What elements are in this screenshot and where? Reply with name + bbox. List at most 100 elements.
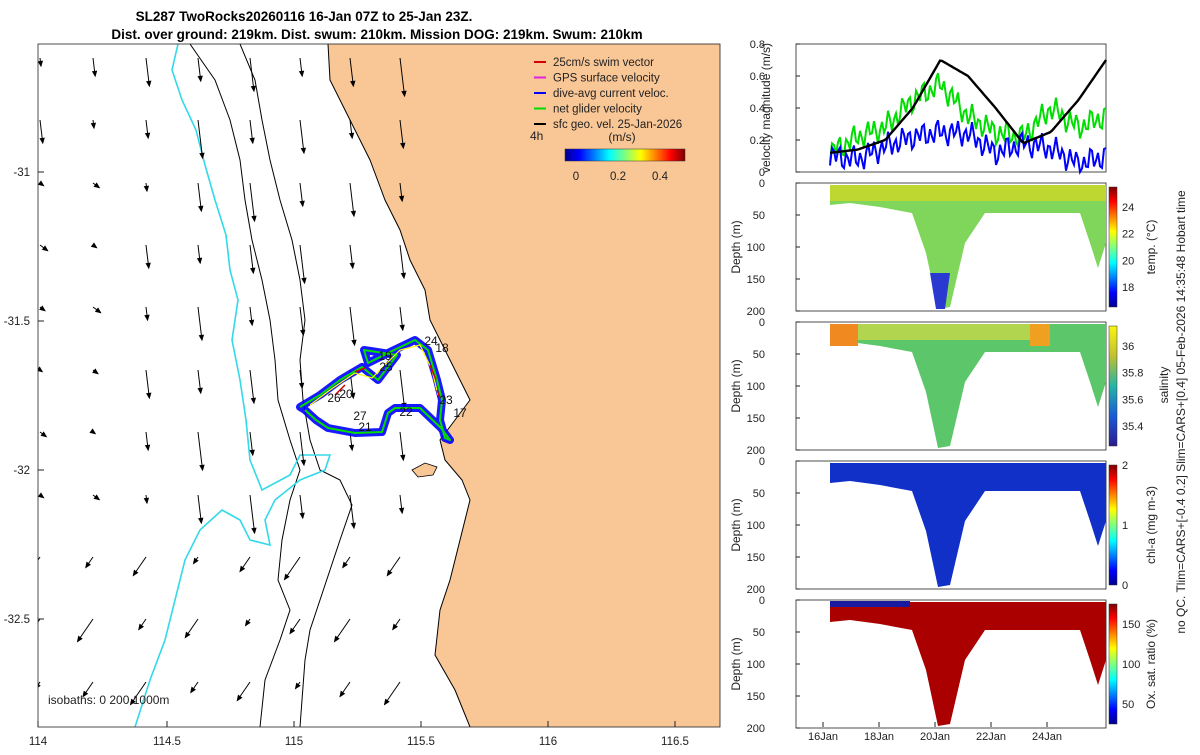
arrow-head: [250, 267, 256, 275]
section-ytick: 0: [759, 178, 765, 190]
section-data: [830, 602, 1106, 726]
arrow-head: [30, 629, 34, 634]
velocity-arrow: [249, 182, 256, 222]
arrow-head: [143, 497, 150, 505]
colorbar-tick: 0.4: [652, 171, 669, 183]
arrow-head: [144, 444, 151, 452]
land: [328, 44, 720, 727]
section-panel: 0 50 100 150 200 Depth (m) 50 100 150 Ox. sat. ra…: [729, 595, 1158, 735]
map-xtick-label: 116: [539, 736, 557, 748]
isobath-200: [239, 44, 353, 727]
arrow-head: [400, 272, 407, 280]
time-tick-label: 18Jan: [864, 731, 894, 743]
map-xtick-label: 116.5: [661, 736, 689, 748]
arrow-head: [350, 392, 356, 400]
velocity-arrow: [197, 306, 203, 341]
arrow-head: [89, 428, 97, 435]
colorbar-label: Ox. sat. ratio (%): [1144, 619, 1158, 709]
arrow-head: [298, 70, 305, 78]
velocity-arrow: [197, 431, 204, 471]
arrow-head: [85, 561, 91, 569]
velocity-arrow: [299, 431, 305, 466]
arrow-head: [198, 205, 204, 213]
velocity-panel: 0 0.2 0.4 0.6 0.8 velocity magnitude (m/s): [750, 39, 1107, 179]
colorbar-tick: 36: [1122, 341, 1134, 353]
day-label: 25: [379, 360, 393, 374]
time-tick-label: 24Jan: [1032, 731, 1062, 743]
velocity-ytick: 0.8: [750, 39, 765, 51]
arrow-head: [129, 698, 136, 706]
arrow-head: [40, 431, 48, 438]
velocity-series-line: [829, 119, 1107, 176]
velocity-arrow: [249, 369, 255, 404]
section-band: [830, 601, 910, 607]
colorbar-tick: 0: [573, 171, 579, 183]
colorbar-tick: 150: [1122, 619, 1140, 631]
section-band: [1030, 324, 1050, 346]
time-axis: 16Jan 18Jan 20Jan 22Jan 24Jan: [808, 722, 1062, 743]
arrow-head: [249, 449, 255, 457]
section-ylabel: Depth (m): [729, 220, 743, 273]
map-ytick-label: -31.5: [4, 316, 30, 328]
section-ytick: 150: [747, 413, 765, 425]
velocity-ytick: 0.2: [750, 135, 765, 147]
arrow-head: [400, 142, 406, 150]
section-band: [930, 273, 950, 309]
isobath-deep: [134, 44, 332, 727]
map-yticks: -31 -31.5 -32 -32.5: [4, 167, 44, 626]
velocity-arrow: [399, 369, 406, 409]
arrow-head: [350, 210, 357, 218]
arrow-head: [349, 262, 355, 270]
speed-colorbar: [564, 148, 686, 162]
legend-label: GPS surface velocity: [553, 73, 660, 85]
arrow-head: [289, 627, 296, 635]
section-ylabel: Depth (m): [729, 359, 743, 412]
velocity-arrow: [249, 494, 256, 534]
arrow-head: [145, 262, 151, 270]
arrow-head: [25, 575, 29, 580]
arrow-head: [38, 60, 44, 68]
section-panel: 0 50 100 150 200 Depth (m) 0 1 2 chl-a (mg m-3): [729, 456, 1158, 596]
arrow-head: [301, 277, 307, 285]
arrow-head: [144, 314, 150, 322]
glider-track: [296, 336, 454, 444]
section-ytick: 0: [759, 317, 765, 329]
colorbar-label: chl-a (mg m-3): [1144, 486, 1158, 564]
day-label: 23: [439, 393, 453, 407]
arrow-head: [300, 459, 307, 467]
arrow-head: [92, 368, 99, 375]
section-ytick: 150: [747, 274, 765, 286]
arrow-head: [350, 522, 357, 530]
arrow-head: [251, 527, 257, 535]
section-ytick: 50: [753, 349, 765, 361]
title-line1: SL287 TwoRocks20260116 16-Jan 07Z to 25-…: [136, 9, 473, 24]
arrow-head: [196, 257, 203, 265]
section-ytick: 0: [759, 456, 765, 468]
arrow-head: [333, 635, 340, 643]
velocity-ytick: 0: [759, 167, 765, 179]
arrow-head: [198, 517, 204, 525]
section-ytick: 150: [747, 691, 765, 703]
colorbar-tick: 35.4: [1122, 421, 1143, 433]
arrow-head: [197, 387, 203, 395]
arrow-head: [236, 694, 243, 702]
section-colorbar: [1108, 464, 1118, 586]
coastline: [327, 44, 471, 727]
side-note: salinity no QC. Tlim=CARS+[-0.4 0.2] Sli…: [1157, 190, 1188, 634]
section-ytick: 50: [753, 210, 765, 222]
arrow-head: [283, 573, 290, 581]
legend-label: dive-avg current veloc.: [553, 88, 669, 100]
section-ytick: 200: [747, 445, 765, 457]
velocity-series-line: [829, 59, 1107, 154]
section-ytick: 100: [747, 242, 765, 254]
colorbar-label: temp. (°C): [1144, 220, 1158, 275]
interval-label: 4h: [530, 129, 543, 143]
map-xtick-label: 114: [29, 736, 48, 748]
day-label: 26: [327, 391, 341, 405]
section-ytick: 150: [747, 552, 765, 564]
arrow-head: [249, 137, 255, 145]
map-xticks: 114 114.5 115 115.5 116 116.5: [29, 721, 689, 748]
